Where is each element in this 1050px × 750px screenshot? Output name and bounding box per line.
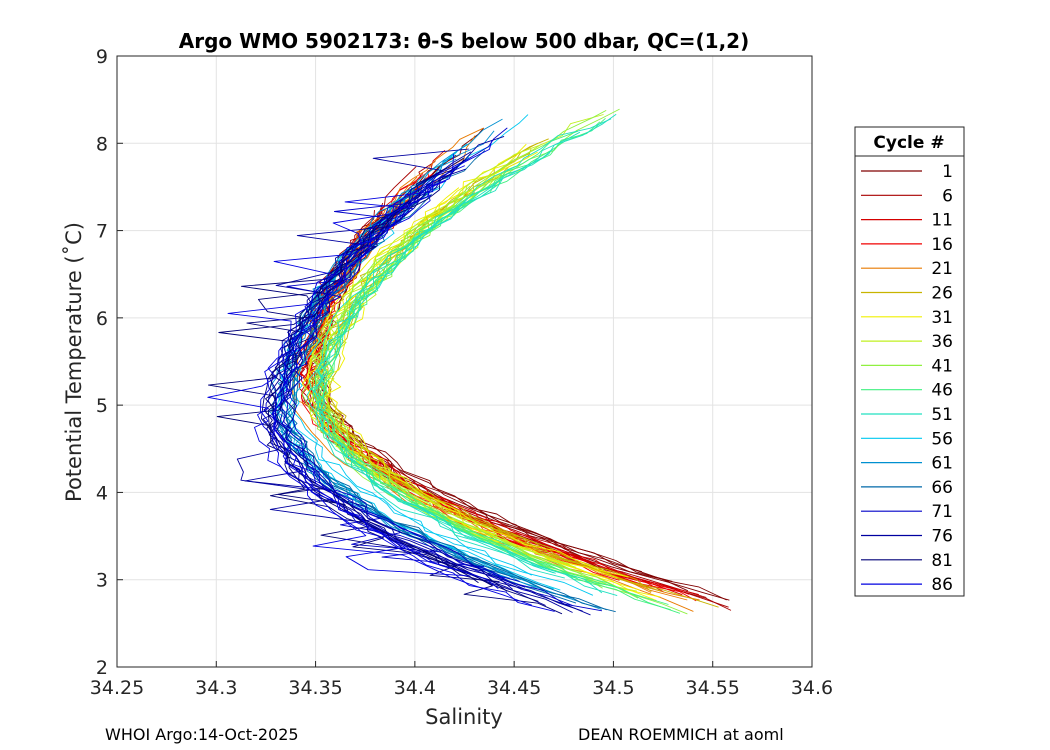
- legend-title: Cycle #: [873, 133, 944, 153]
- legend-label: 56: [931, 429, 953, 449]
- legend-label: 11: [931, 211, 953, 231]
- footer-right: DEAN ROEMMICH at aoml: [578, 725, 784, 744]
- y-tick-label: 4: [96, 482, 108, 504]
- legend-label: 36: [931, 332, 953, 352]
- legend-label: 71: [931, 502, 953, 522]
- profile-line-cycle-86: [271, 165, 465, 571]
- x-tick-label: 34.6: [791, 677, 833, 699]
- legend-label: 81: [931, 551, 953, 571]
- legend-label: 76: [931, 527, 953, 547]
- y-tick-label: 6: [96, 308, 108, 330]
- plot-frame: [116, 55, 813, 668]
- y-tick-label: 7: [96, 221, 108, 243]
- profile-line-cycle-76: [244, 135, 513, 590]
- profile-line-cycle-36: [320, 169, 576, 568]
- legend: Cycle # 16111621263136414651566166717681…: [854, 126, 965, 597]
- profile-line-cycle-46: [317, 117, 669, 605]
- legend-label: 86: [931, 575, 953, 595]
- y-tick-label: 8: [96, 133, 108, 155]
- x-tick-label: 34.25: [90, 677, 144, 699]
- legend-label: 46: [931, 381, 953, 401]
- profile-line-cycle-51: [306, 118, 612, 579]
- profile-line-cycle-51: [312, 113, 617, 594]
- profile-line-cycle-76: [282, 168, 591, 616]
- legend-label: 51: [931, 405, 953, 425]
- legend-label: 16: [931, 235, 953, 255]
- footer-left: WHOI Argo:14-Oct-2025: [105, 725, 299, 744]
- legend-label: 26: [931, 284, 953, 304]
- legend-label: 21: [931, 259, 953, 279]
- x-tick-label: 34.35: [288, 677, 342, 699]
- profile-line-cycle-86: [207, 184, 555, 612]
- x-tick-label: 34.5: [592, 677, 634, 699]
- chart-title: Argo WMO 5902173: θ-S below 500 dbar, QC…: [179, 29, 749, 53]
- legend-label: 31: [931, 308, 953, 328]
- legend-label: 6: [942, 186, 953, 206]
- x-tick-label: 34.3: [195, 677, 237, 699]
- y-tick-label: 3: [96, 570, 108, 592]
- legend-label: 41: [931, 356, 953, 376]
- y-tick-label: 9: [96, 46, 108, 68]
- legend-box: [854, 126, 965, 597]
- legend-label: 61: [931, 454, 953, 474]
- profile-line-cycle-81: [246, 200, 539, 602]
- x-axis-label: Salinity: [425, 705, 503, 729]
- x-tick-label: 34.55: [686, 677, 740, 699]
- legend-label: 1: [942, 162, 953, 182]
- x-tick-label: 34.45: [487, 677, 541, 699]
- x-tick-label: 34.4: [394, 677, 436, 699]
- ticks-group: 34.25 34.3 34.35 34.4 34.45 34.5 34.55 34.6 2 3 4 5…: [90, 46, 833, 699]
- profile-line-cycle-6: [302, 202, 729, 608]
- profile-line-cycle-86: [272, 140, 493, 577]
- y-tick-label: 2: [96, 657, 108, 679]
- profile-line-cycle-41: [310, 110, 607, 589]
- profile-line-cycle-51: [310, 185, 556, 574]
- y-axis-label: Potential Temperature (˚C): [62, 222, 86, 502]
- profiles-group: [207, 108, 732, 616]
- profile-line-cycle-61: [275, 182, 481, 566]
- y-tick-label: 5: [96, 395, 108, 417]
- legend-label: 66: [931, 478, 953, 498]
